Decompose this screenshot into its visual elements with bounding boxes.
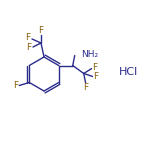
Text: F: F [93, 72, 98, 81]
Text: F: F [26, 43, 32, 52]
Text: NH₂: NH₂ [81, 50, 98, 59]
Text: F: F [13, 81, 18, 90]
Text: F: F [92, 63, 97, 72]
Text: F: F [83, 83, 88, 92]
Text: HCl: HCl [119, 67, 138, 77]
Text: F: F [25, 33, 31, 43]
Text: F: F [38, 26, 44, 35]
